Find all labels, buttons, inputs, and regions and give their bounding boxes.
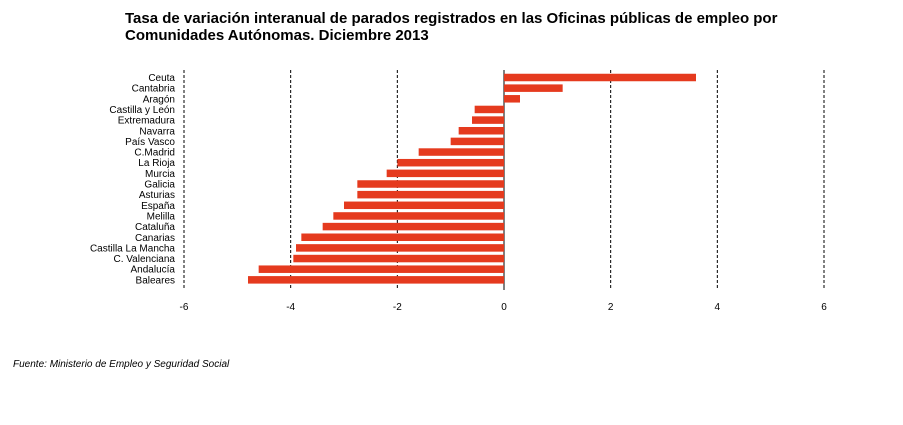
bars	[248, 73, 696, 284]
bar-11	[357, 190, 504, 199]
bar-13	[333, 212, 504, 220]
bar-8	[397, 158, 504, 167]
category-label-14: Cataluña	[135, 222, 175, 233]
bar-0	[504, 73, 696, 82]
category-label-1: Cantabria	[132, 84, 176, 95]
category-label-0: Ceuta	[148, 73, 175, 84]
x-tick-label-6: 6	[821, 302, 827, 313]
bar-18	[258, 265, 504, 273]
x-tick-label-0: -6	[180, 302, 189, 313]
category-label-15: Canarias	[135, 233, 175, 244]
bar-15	[301, 233, 504, 241]
gridlines	[183, 70, 825, 290]
category-label-5: Navarra	[139, 126, 175, 137]
category-label-13: Melilla	[147, 211, 176, 222]
category-label-9: Murcia	[145, 169, 175, 180]
category-label-18: Andalucía	[131, 265, 176, 276]
bar-6	[450, 137, 504, 146]
chart-title: Tasa de variación interanual de parados …	[125, 10, 778, 44]
bar-9	[386, 169, 504, 178]
x-tick-label-3: 0	[501, 302, 507, 313]
category-label-11: Asturias	[139, 190, 175, 201]
bar-3	[474, 105, 504, 114]
bar-7	[418, 148, 504, 156]
bar-14	[322, 222, 504, 231]
bar-2	[504, 95, 520, 103]
x-tick-label-2: -2	[393, 302, 402, 313]
category-label-17: C. Valenciana	[113, 254, 175, 265]
bar-4	[472, 116, 504, 124]
bar-5	[458, 127, 504, 135]
category-label-12: España	[141, 201, 175, 212]
x-tick-labels: -6 -4 -2 0 2 4 6	[180, 302, 828, 313]
bar-1	[504, 84, 563, 92]
category-label-4: Extremadura	[118, 116, 176, 127]
category-label-19: Baleares	[136, 275, 175, 286]
bar-10	[357, 180, 504, 188]
bar-16	[296, 244, 504, 252]
bar-19	[248, 276, 504, 284]
category-label-6: País Vasco	[125, 137, 175, 148]
category-label-2: Aragón	[143, 94, 175, 105]
category-label-7: C.Madrid	[134, 148, 175, 159]
category-label-16: Castilla La Mancha	[90, 243, 175, 254]
source-note: Fuente: Ministerio de Empleo y Seguridad…	[13, 359, 230, 370]
x-tick-label-4: 2	[608, 302, 614, 313]
bar-12	[344, 201, 504, 210]
category-label-8: La Rioja	[138, 158, 175, 169]
category-label-10: Galicia	[144, 180, 175, 191]
category-label-3: Castilla y León	[109, 105, 175, 116]
x-tick-label-5: 4	[715, 302, 721, 313]
bar-17	[293, 254, 504, 263]
x-tick-label-1: -4	[286, 302, 295, 313]
